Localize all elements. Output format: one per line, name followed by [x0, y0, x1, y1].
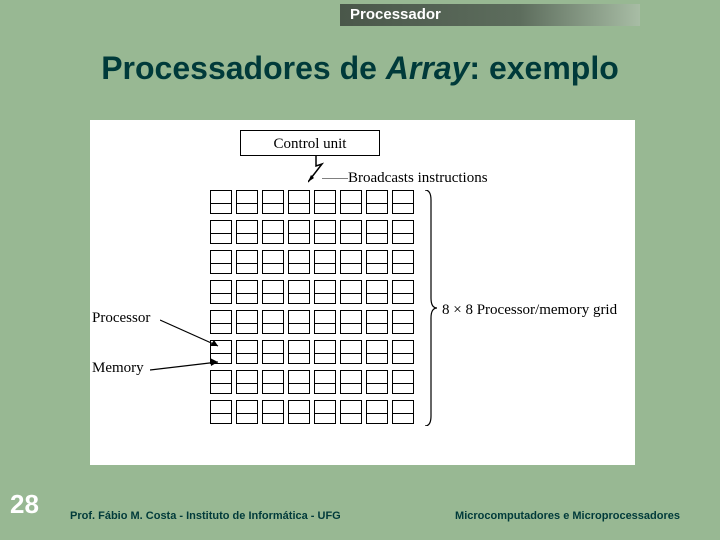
processor-memory-cell	[340, 400, 362, 424]
processor-memory-cell	[340, 280, 362, 304]
processor-memory-cell	[366, 400, 388, 424]
processor-memory-cell	[262, 250, 284, 274]
processor-memory-cell	[366, 250, 388, 274]
memory-arrow-icon	[150, 340, 225, 380]
processor-memory-cell	[314, 400, 336, 424]
processor-memory-cell	[392, 280, 414, 304]
processor-memory-cell	[236, 220, 258, 244]
processor-memory-cell	[340, 340, 362, 364]
footer-right: Microcomputadores e Microprocessadores	[455, 510, 680, 522]
processor-memory-cell	[314, 220, 336, 244]
footer-left: Prof. Fábio M. Costa - Instituto de Info…	[70, 510, 341, 522]
processor-memory-cell	[236, 400, 258, 424]
processor-memory-cell	[392, 220, 414, 244]
processor-memory-cell	[366, 280, 388, 304]
processor-memory-cell	[288, 370, 310, 394]
processor-memory-cell	[392, 190, 414, 214]
slide-title: Processadores de Array: exemplo	[0, 50, 720, 87]
slide-number: 28	[10, 489, 39, 520]
processor-memory-cell	[236, 250, 258, 274]
title-prefix: Processadores de	[101, 50, 386, 86]
grid-row	[210, 280, 418, 310]
processor-memory-cell	[236, 310, 258, 334]
processor-memory-cell	[340, 250, 362, 274]
broadcast-label-connector-icon	[322, 178, 348, 179]
processor-memory-grid	[210, 190, 418, 430]
processor-memory-cell	[288, 190, 310, 214]
processor-memory-cell	[210, 250, 232, 274]
processor-memory-cell	[262, 400, 284, 424]
processor-memory-cell	[262, 310, 284, 334]
processor-memory-cell	[392, 250, 414, 274]
header-label: Processador	[350, 6, 441, 23]
grid-row	[210, 250, 418, 280]
title-italic: Array	[386, 50, 470, 86]
processor-memory-cell	[262, 370, 284, 394]
grid-row	[210, 190, 418, 220]
grid-row	[210, 340, 418, 370]
processor-memory-cell	[314, 190, 336, 214]
processor-memory-cell	[340, 220, 362, 244]
processor-memory-cell	[392, 400, 414, 424]
grid-bracket-icon	[425, 190, 437, 426]
processor-memory-cell	[340, 310, 362, 334]
processor-memory-cell	[366, 220, 388, 244]
control-unit-box: Control unit	[240, 130, 380, 156]
processor-memory-cell	[210, 400, 232, 424]
processor-memory-cell	[236, 340, 258, 364]
processor-memory-cell	[262, 280, 284, 304]
title-suffix: : exemplo	[469, 50, 618, 86]
processor-memory-cell	[366, 310, 388, 334]
processor-memory-cell	[262, 190, 284, 214]
processor-memory-cell	[288, 340, 310, 364]
broadcasts-label: Broadcasts instructions	[348, 170, 488, 187]
processor-memory-cell	[210, 220, 232, 244]
grid-row	[210, 310, 418, 340]
processor-memory-cell	[314, 310, 336, 334]
processor-memory-cell	[366, 340, 388, 364]
processor-memory-cell	[288, 250, 310, 274]
grid-row	[210, 370, 418, 400]
broadcast-arrow-icon	[308, 156, 328, 186]
processor-memory-cell	[314, 370, 336, 394]
memory-label: Memory	[92, 360, 144, 377]
processor-memory-cell	[340, 370, 362, 394]
processor-memory-cell	[314, 340, 336, 364]
processor-memory-cell	[314, 280, 336, 304]
processor-label: Processor	[92, 310, 150, 327]
grid-row	[210, 220, 418, 250]
processor-memory-cell	[314, 250, 336, 274]
processor-memory-cell	[210, 280, 232, 304]
processor-memory-cell	[366, 370, 388, 394]
processor-memory-cell	[392, 340, 414, 364]
processor-memory-cell	[288, 220, 310, 244]
processor-memory-cell	[392, 310, 414, 334]
processor-memory-cell	[262, 340, 284, 364]
processor-memory-cell	[288, 280, 310, 304]
diagram-panel: Control unit Broadcasts instructions 8 ×…	[90, 120, 635, 465]
processor-memory-cell	[236, 370, 258, 394]
processor-memory-cell	[210, 190, 232, 214]
processor-memory-cell	[392, 370, 414, 394]
processor-memory-cell	[366, 190, 388, 214]
grid-row	[210, 400, 418, 430]
processor-memory-cell	[236, 280, 258, 304]
processor-memory-cell	[340, 190, 362, 214]
processor-memory-cell	[288, 310, 310, 334]
processor-memory-cell	[288, 400, 310, 424]
processor-memory-cell	[262, 220, 284, 244]
processor-memory-cell	[236, 190, 258, 214]
grid-size-label: 8 × 8 Processor/memory grid	[442, 302, 617, 319]
header-bar: Processador	[340, 4, 640, 26]
